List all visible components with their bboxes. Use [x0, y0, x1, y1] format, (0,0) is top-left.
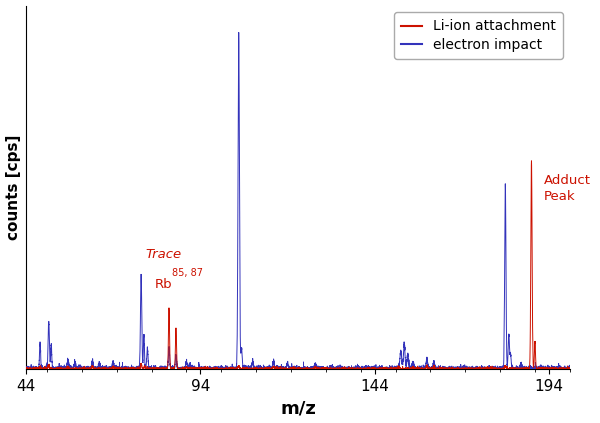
Text: Adduct
Peak: Adduct Peak — [544, 174, 590, 203]
electron impact — [566, 366, 574, 371]
electron impact — [154, 367, 161, 372]
Line: Li-ion attachment: Li-ion attachment — [26, 161, 570, 369]
Li-ion attachment — [544, 367, 551, 372]
electron impact — [160, 365, 167, 370]
Legend: Li-ion attachment, electron impact: Li-ion attachment, electron impact — [394, 13, 563, 58]
X-axis label: m/z: m/z — [280, 399, 316, 418]
Y-axis label: counts [cps]: counts [cps] — [5, 135, 20, 240]
Li-ion attachment — [505, 367, 512, 372]
Line: electron impact: electron impact — [26, 33, 570, 369]
electron impact — [76, 366, 83, 371]
electron impact — [506, 335, 513, 341]
electron impact — [544, 366, 551, 371]
Li-ion attachment — [301, 367, 308, 372]
Li-ion attachment — [455, 366, 463, 371]
electron impact — [23, 366, 30, 371]
Li-ion attachment — [76, 365, 83, 370]
Text: Trace: Trace — [146, 248, 182, 261]
Li-ion attachment — [469, 366, 476, 371]
Li-ion attachment — [566, 367, 574, 372]
electron impact — [235, 30, 242, 35]
Text: 85, 87: 85, 87 — [172, 268, 203, 278]
Text: Rb: Rb — [155, 278, 173, 291]
Li-ion attachment — [160, 366, 167, 371]
Li-ion attachment — [23, 366, 30, 371]
Li-ion attachment — [528, 158, 535, 163]
electron impact — [455, 366, 463, 371]
electron impact — [469, 365, 476, 371]
